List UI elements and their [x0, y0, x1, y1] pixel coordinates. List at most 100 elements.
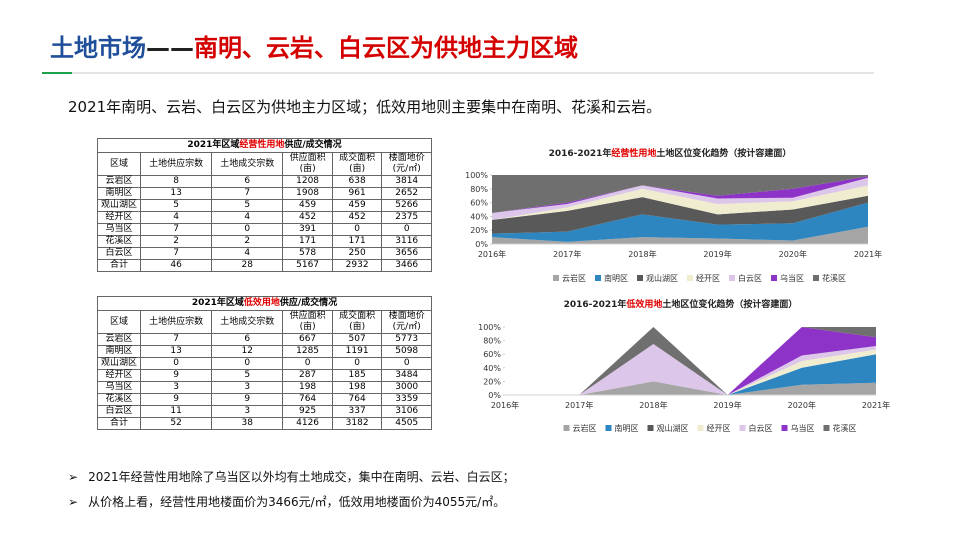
header-cell: 成交面积 (亩)	[331, 310, 383, 334]
legend-swatch	[729, 275, 735, 281]
legend-swatch	[595, 275, 601, 281]
y-tick-label: 100%	[465, 171, 488, 180]
legend-swatch	[647, 425, 654, 431]
area	[492, 226, 868, 244]
table-cell: 28	[211, 259, 284, 272]
x-tick-label: 2021年	[862, 400, 890, 410]
table-cell: 52	[140, 417, 213, 430]
bullet-text: 从价格上看，经营性用地楼面价为3466元/㎡，低效用地楼面价为4055元/㎡。	[88, 495, 506, 509]
title-dash: ——	[146, 34, 194, 62]
table-row: 合计 52 38 4126 3182 4505	[96, 417, 432, 430]
table-row: 南明区 13 7 1908 961 2652	[96, 187, 432, 200]
table-cell: 3466	[381, 259, 432, 272]
x-tick-label: 2016年	[478, 249, 506, 259]
chart-title-post: 土地区位变化趋势（按计容建面）	[656, 147, 791, 159]
chart-title-pre: 2016-2021年	[549, 147, 612, 159]
title-prefix: 土地市场	[50, 34, 146, 62]
table-row: 观山湖区 5 5 459 459 5266	[96, 199, 432, 212]
header-cell: 楼面地价 (元/㎡)	[381, 310, 432, 334]
x-tick-label: 2018年	[628, 249, 656, 259]
legend-label: 云岩区	[562, 273, 586, 283]
table-cell: 4505	[381, 417, 432, 430]
legend-label: 南明区	[604, 273, 628, 283]
bullet: ➢ 2021年经营性用地除了乌当区以外均有土地成交，集中在南明、云岩、白云区；	[68, 470, 515, 484]
chart-title-post: 土地区位变化趋势（按计容建面）	[662, 298, 797, 310]
area	[505, 327, 876, 395]
legend-swatch	[813, 275, 819, 281]
x-tick-label: 2020年	[788, 400, 816, 410]
table-title-highlight: 低效用地	[243, 298, 280, 308]
x-tick-label: 2017年	[565, 400, 593, 410]
area	[492, 202, 868, 242]
legend-label: 云岩区	[573, 423, 597, 433]
table-row: 云岩区 8 6 1208 638 3814	[96, 175, 432, 188]
table-title: 2021年区域低效用地供应/成交情况	[97, 296, 432, 310]
table-row: 云岩区 7 6 667 507 5773	[96, 333, 432, 346]
bullet-text: 2021年经营性用地除了乌当区以外均有土地成交，集中在南明、云岩、白云区；	[88, 470, 515, 484]
chart-title-highlight: 低效用地	[625, 298, 662, 310]
y-tick-label: 80%	[470, 185, 488, 194]
table-title: 2021年区域经营性用地供应/成交情况	[97, 138, 432, 152]
title: 土地市场——南明、云岩、白云区为供地主力区域	[50, 28, 578, 63]
area	[492, 185, 868, 220]
y-tick-label: 20%	[470, 226, 488, 235]
y-tick-label: 100%	[478, 323, 501, 332]
legend-swatch	[697, 425, 704, 431]
legend-label: 观山湖区	[657, 423, 689, 433]
legend-label: 白云区	[738, 273, 762, 283]
title-rule	[42, 72, 874, 74]
chart-title-pre: 2016-2021年	[564, 298, 627, 310]
legend-label: 经开区	[707, 423, 731, 433]
y-tick-label: 80%	[483, 337, 501, 346]
table-title-pre: 2021年区域	[187, 140, 240, 150]
chart-title-highlight: 经营性用地	[611, 147, 656, 159]
table-cell: 合计	[96, 259, 142, 272]
y-tick-label: 60%	[483, 350, 501, 359]
legend-swatch	[781, 425, 788, 431]
table-row: 花溪区 2 2 171 171 3116	[96, 235, 432, 248]
table-cell: 38	[211, 417, 284, 430]
header-cell: 成交面积 (亩)	[331, 152, 383, 176]
area	[492, 177, 868, 220]
legend-swatch	[823, 425, 830, 431]
y-tick-label: 0%	[475, 240, 488, 249]
bullet: ➢ 从价格上看，经营性用地楼面价为3466元/㎡，低效用地楼面价为4055元/㎡。	[68, 495, 506, 509]
x-tick-label: 2020年	[779, 249, 807, 259]
area	[492, 175, 868, 213]
x-tick-label: 2017年	[553, 249, 581, 259]
legend-swatch	[605, 425, 612, 431]
table-cell: 合计	[96, 417, 142, 430]
area	[505, 327, 876, 395]
chart-title: 2016-2021年经营性用地土地区位变化趋势（按计容建面）	[549, 147, 792, 159]
table-row: 花溪区 9 9 764 764 3359	[96, 393, 432, 406]
table-cell: 白云区	[96, 405, 142, 418]
y-tick-label: 60%	[470, 199, 488, 208]
area	[492, 176, 868, 213]
legend-label: 南明区	[615, 423, 639, 433]
area	[505, 354, 876, 395]
table-cell: 花溪区	[96, 235, 142, 248]
legend-label: 白云区	[749, 423, 773, 433]
x-tick-label: 2021年	[854, 249, 882, 259]
x-tick-label: 2018年	[639, 400, 667, 410]
x-tick-label: 2019年	[713, 400, 741, 410]
legend-swatch	[687, 275, 693, 281]
y-tick-label: 40%	[470, 212, 488, 221]
y-tick-label: 40%	[483, 364, 501, 373]
data-table: 2021年区域低效用地供应/成交情况 区域 土地供应宗数 土地成交宗数 供应面积 (亩)…	[96, 296, 432, 430]
header-row: 区域 土地供应宗数 土地成交宗数 供应面积 (亩) 成交面积 (亩) 楼面地价 (元/㎡)	[96, 310, 432, 334]
subtitle: 2021年南明、云岩、白云区为供地主力区域；低效用地则主要集中在南明、花溪和云岩…	[68, 98, 662, 116]
table-title-post: 供应/成交情况	[279, 298, 338, 308]
table-row: 合计 46 28 5167 2932 3466	[96, 259, 432, 272]
table-row: 白云区 7 4 578 250 3656	[96, 247, 432, 260]
data-table: 2021年区域经营性用地供应/成交情况 区域 土地供应宗数 土地成交宗数 供应面积 (亩…	[96, 138, 432, 272]
title-highlight: 南明、云岩、白云区为供地主力区域	[194, 34, 578, 62]
chart-title: 2016-2021年低效用地土地区位变化趋势（按计容建面）	[564, 298, 798, 310]
legend-label: 花溪区	[822, 273, 846, 283]
y-tick-label: 0%	[488, 391, 501, 400]
table-row: 观山湖区 0 0 0 0 0	[96, 357, 432, 370]
legend-swatch	[739, 425, 746, 431]
legend-label: 乌当区	[780, 273, 804, 283]
